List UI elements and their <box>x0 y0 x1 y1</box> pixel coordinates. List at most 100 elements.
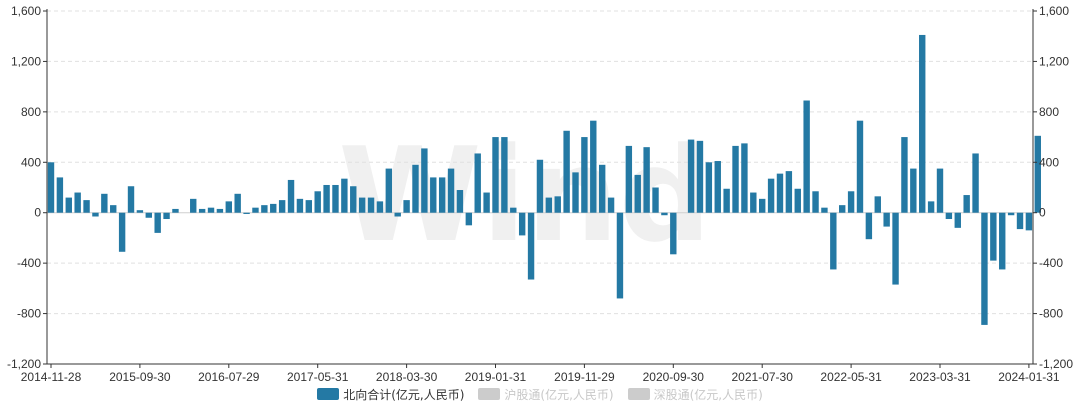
x-tick-label: 2021-07-30 <box>732 370 794 384</box>
bar <box>358 197 366 213</box>
bar <box>741 143 748 213</box>
bar <box>74 192 81 213</box>
legend: 北向合计(亿元,人民币) 沪股通(亿元,人民币) 深股通(亿元,人民币) <box>0 385 1080 403</box>
bar <box>767 178 775 213</box>
bar <box>474 153 481 213</box>
bar <box>696 140 704 213</box>
y-tick-label: -800 <box>17 307 41 321</box>
bar <box>972 153 979 213</box>
bar <box>136 210 144 213</box>
legend-swatch <box>478 388 501 400</box>
bar <box>287 179 295 213</box>
bar <box>172 208 179 213</box>
bar <box>705 162 713 213</box>
bar <box>296 198 304 213</box>
y-tick-label: -1,200 <box>7 357 41 371</box>
bar <box>438 177 446 213</box>
y-tick-label: 400 <box>1039 155 1059 169</box>
bar <box>163 212 170 220</box>
bar <box>430 177 437 213</box>
y-tick-label: -400 <box>17 256 41 270</box>
bar <box>1016 212 1024 230</box>
bar-series <box>47 34 1041 325</box>
legend-swatch <box>627 388 650 400</box>
legend-item-north-total[interactable]: 北向合计(亿元,人民币) <box>317 386 464 403</box>
bar <box>83 200 90 213</box>
bar <box>865 212 873 240</box>
bar <box>234 193 241 213</box>
legend-label: 深股通(亿元,人民币) <box>653 387 763 402</box>
bar <box>919 34 926 213</box>
legend-label: 沪股通(亿元,人民币) <box>504 387 614 402</box>
y-axis-left: -1,200 -800 -400 0 400 800 1,200 1,600 <box>7 4 47 371</box>
bar <box>590 120 597 213</box>
x-tick-label: 2019-11-29 <box>554 370 615 384</box>
bar <box>945 212 953 220</box>
bar <box>616 212 624 299</box>
bar <box>661 212 668 216</box>
bar <box>545 197 553 213</box>
x-tick-label: 2023-03-31 <box>909 370 971 384</box>
bar <box>634 174 641 213</box>
bar <box>145 212 152 218</box>
bar <box>412 164 419 213</box>
bar <box>447 168 455 213</box>
x-tick-label: 2016-07-29 <box>198 370 260 384</box>
axes <box>46 9 1034 365</box>
bar <box>856 120 864 213</box>
bar <box>981 212 988 325</box>
bar <box>874 196 881 213</box>
bar <box>47 162 55 213</box>
bar <box>759 198 766 213</box>
bar <box>536 159 544 213</box>
bar <box>732 145 739 213</box>
bar <box>198 208 206 213</box>
y-tick-label: 1,200 <box>11 54 41 68</box>
bar <box>465 212 473 226</box>
bar <box>207 207 215 213</box>
x-tick-label: 2022-05-31 <box>820 370 882 384</box>
bar <box>625 145 633 213</box>
bar <box>341 178 348 213</box>
x-tick-label: 2018-03-30 <box>376 370 438 384</box>
bar <box>323 184 330 213</box>
bar <box>456 190 464 213</box>
bar <box>252 207 259 213</box>
bar <box>954 212 961 228</box>
legend-swatch <box>317 388 340 400</box>
bar <box>598 164 606 213</box>
legend-item-shenzhen-connect[interactable]: 深股通(亿元,人民币) <box>627 386 763 403</box>
bar <box>821 207 828 213</box>
bar <box>999 212 1006 270</box>
bar <box>687 139 695 213</box>
bar <box>332 184 339 213</box>
x-tick-label: 2015-09-30 <box>109 370 171 384</box>
bar <box>101 193 108 213</box>
bar <box>518 212 526 236</box>
bar <box>127 186 135 213</box>
y-tick-label: -800 <box>1039 307 1063 321</box>
bar <box>243 212 250 214</box>
gridlines <box>47 10 1033 315</box>
bar <box>65 197 72 213</box>
bar <box>527 212 535 280</box>
y-tick-label: 400 <box>21 155 41 169</box>
bar <box>314 191 321 213</box>
bar <box>652 187 659 213</box>
x-tick-label: 2024-01-31 <box>998 370 1060 384</box>
bar <box>670 212 677 255</box>
bar <box>910 168 917 213</box>
x-axis: 2014-11-28 2015-09-30 2016-07-29 2017-05-31… <box>21 364 1060 384</box>
bar <box>927 201 935 213</box>
bar <box>118 212 126 252</box>
bar <box>278 200 286 213</box>
bar <box>812 191 819 213</box>
bar <box>1007 212 1015 216</box>
bar <box>883 212 890 227</box>
y-tick-label: 800 <box>21 105 41 119</box>
bar <box>216 208 224 213</box>
bar <box>261 205 268 213</box>
bar <box>936 168 944 213</box>
legend-item-shanghai-connect[interactable]: 沪股通(亿元,人民币) <box>478 386 614 403</box>
